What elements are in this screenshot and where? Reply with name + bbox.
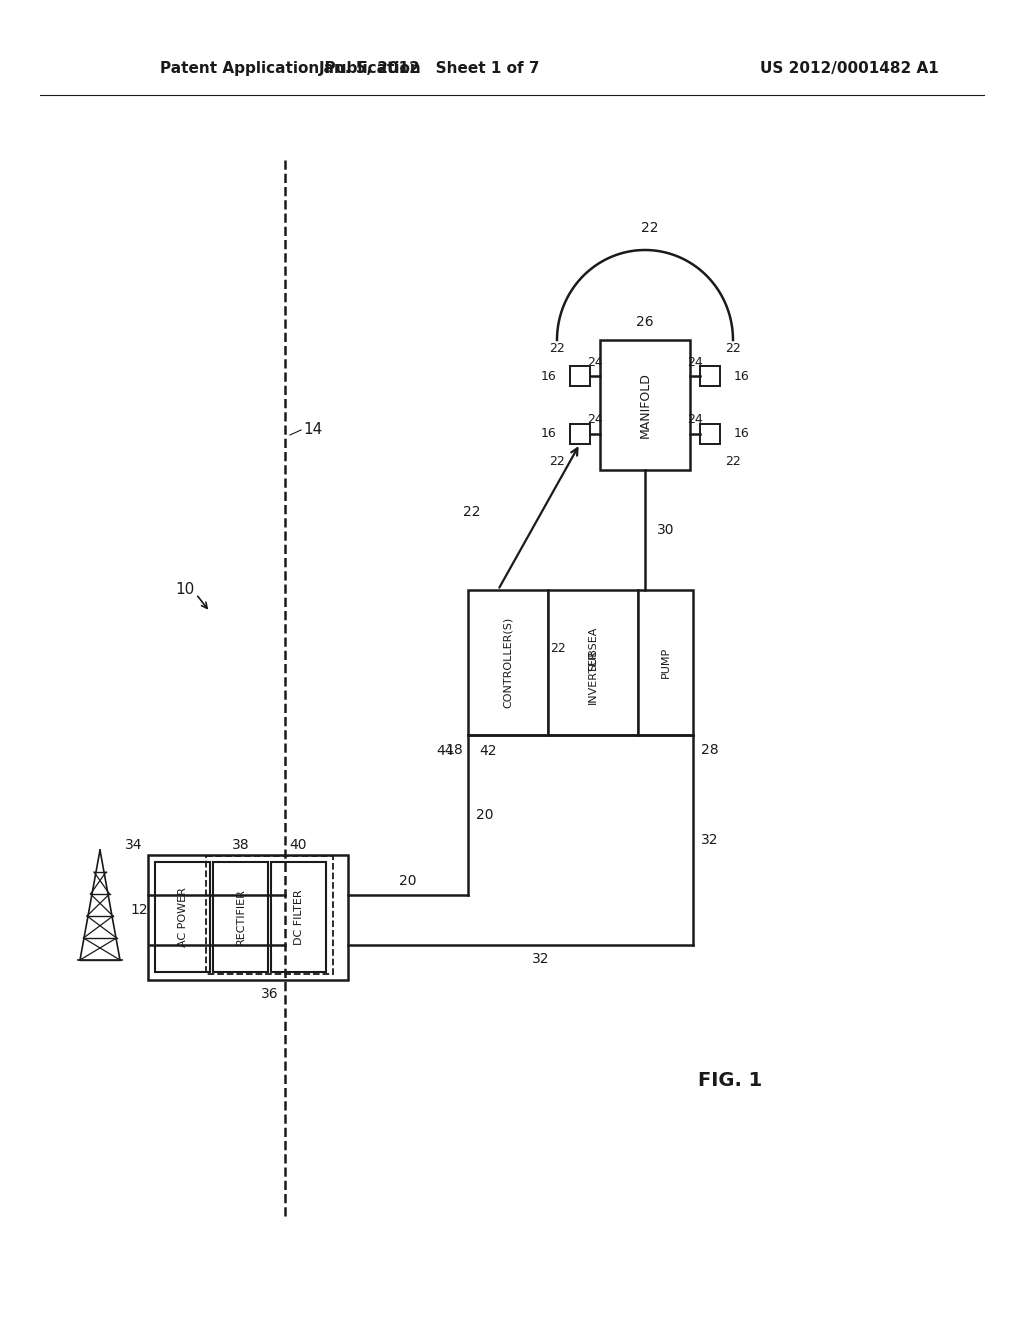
Text: 38: 38 [231, 838, 249, 851]
Text: Patent Application Publication: Patent Application Publication [160, 61, 421, 75]
Text: SUBSEA: SUBSEA [588, 626, 598, 671]
Text: 42: 42 [479, 744, 497, 758]
Bar [206, 855, 333, 974]
Text: 16: 16 [734, 370, 750, 383]
Text: 14: 14 [303, 422, 323, 437]
Text: 12: 12 [130, 903, 147, 917]
Text: 36: 36 [261, 987, 279, 1001]
Text: 20: 20 [476, 808, 494, 822]
Text: AC POWER: AC POWER [177, 887, 187, 946]
Text: 34: 34 [125, 838, 142, 851]
Text: 30: 30 [657, 523, 675, 537]
Text: MANIFOLD: MANIFOLD [639, 372, 651, 438]
Text: 24: 24 [687, 356, 702, 368]
Bar [570, 367, 590, 387]
Text: 22: 22 [641, 220, 658, 235]
Text: INVERTER: INVERTER [588, 649, 598, 704]
Text: 44: 44 [436, 744, 454, 758]
Text: 16: 16 [541, 428, 556, 440]
Text: 32: 32 [531, 952, 549, 966]
Text: 26: 26 [636, 315, 653, 329]
Bar [155, 862, 210, 972]
Bar [600, 341, 690, 470]
Bar [700, 424, 720, 444]
Bar [638, 590, 693, 735]
Text: 28: 28 [701, 743, 719, 756]
Text: FIG. 1: FIG. 1 [698, 1071, 762, 1089]
Text: 22: 22 [549, 342, 565, 355]
Bar [468, 590, 548, 735]
Bar [148, 855, 348, 979]
Text: DC FILTER: DC FILTER [294, 890, 303, 945]
Text: 32: 32 [701, 833, 719, 847]
Text: 24: 24 [587, 413, 603, 426]
Text: CONTROLLER(S): CONTROLLER(S) [503, 616, 513, 708]
Text: 22: 22 [725, 342, 740, 355]
Text: 20: 20 [399, 874, 417, 888]
Text: 22: 22 [463, 504, 480, 519]
Bar [213, 862, 268, 972]
Text: 24: 24 [687, 413, 702, 426]
Text: 10: 10 [175, 582, 195, 598]
Text: 18: 18 [445, 743, 463, 756]
Bar [271, 862, 326, 972]
Text: Jan. 5, 2012   Sheet 1 of 7: Jan. 5, 2012 Sheet 1 of 7 [319, 61, 541, 75]
Bar [700, 367, 720, 387]
Text: 22: 22 [549, 455, 565, 469]
Text: US 2012/0001482 A1: US 2012/0001482 A1 [760, 61, 939, 75]
Text: RECTIFIER: RECTIFIER [236, 888, 246, 945]
Text: 40: 40 [290, 838, 307, 851]
Bar [548, 590, 638, 735]
Bar [570, 424, 590, 444]
Text: 16: 16 [541, 370, 556, 383]
Text: 22: 22 [550, 642, 565, 655]
Text: 24: 24 [587, 356, 603, 368]
Text: PUMP: PUMP [660, 647, 671, 678]
Text: 22: 22 [725, 455, 740, 469]
Text: 16: 16 [734, 428, 750, 440]
